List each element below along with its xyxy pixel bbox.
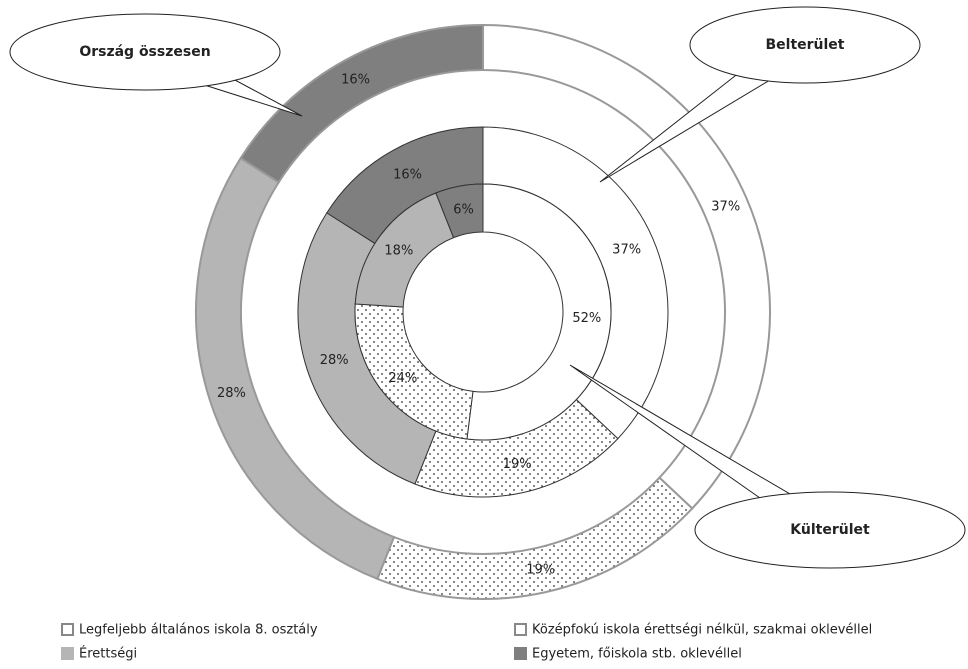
data-label: 37% [711,199,740,214]
data-label: 19% [526,563,555,578]
data-label: 18% [384,243,413,258]
data-label: 19% [503,457,532,472]
data-label: 52% [572,311,601,326]
data-label: 28% [217,386,246,401]
rings: 37% 19% 28% 16% 37% 19% 28% 16% 52% 24% 18% 6% [195,23,771,600]
ring-label: Külterület [790,522,870,538]
legend-swatch [61,647,74,660]
legend-swatch [514,623,527,636]
data-label: 16% [393,167,422,182]
ring-segment [376,476,694,600]
legend-swatch [514,647,527,660]
legend-label: Érettségi [79,646,137,662]
ring-label: Belterület [765,37,844,53]
ring-segment [239,23,484,184]
callout: Belterület [599,6,921,183]
callout-bubble [9,13,281,91]
ring-segment [435,183,484,239]
callout-bubble [694,491,966,569]
legend-label: Egyetem, főiskola stb. oklevéllel [532,647,742,662]
data-label: 24% [388,371,417,386]
legend: Legfeljebb általános iskola 8. osztály Kö… [61,623,872,662]
callout-bubble [689,6,921,84]
data-label: 37% [612,242,641,257]
ring-label: Ország összesen [79,44,210,60]
ring-segment [466,183,612,441]
data-label: 6% [453,202,474,217]
callout: Ország összesen [9,13,303,117]
callout: Külterület [569,364,966,569]
legend-label: Középfokú iskola érettségi nélkül, szakm… [532,623,872,638]
legend-label: Legfeljebb általános iskola 8. osztály [79,623,318,638]
legend-swatch [61,623,74,636]
data-label: 28% [320,353,349,368]
data-label: 16% [341,73,370,88]
